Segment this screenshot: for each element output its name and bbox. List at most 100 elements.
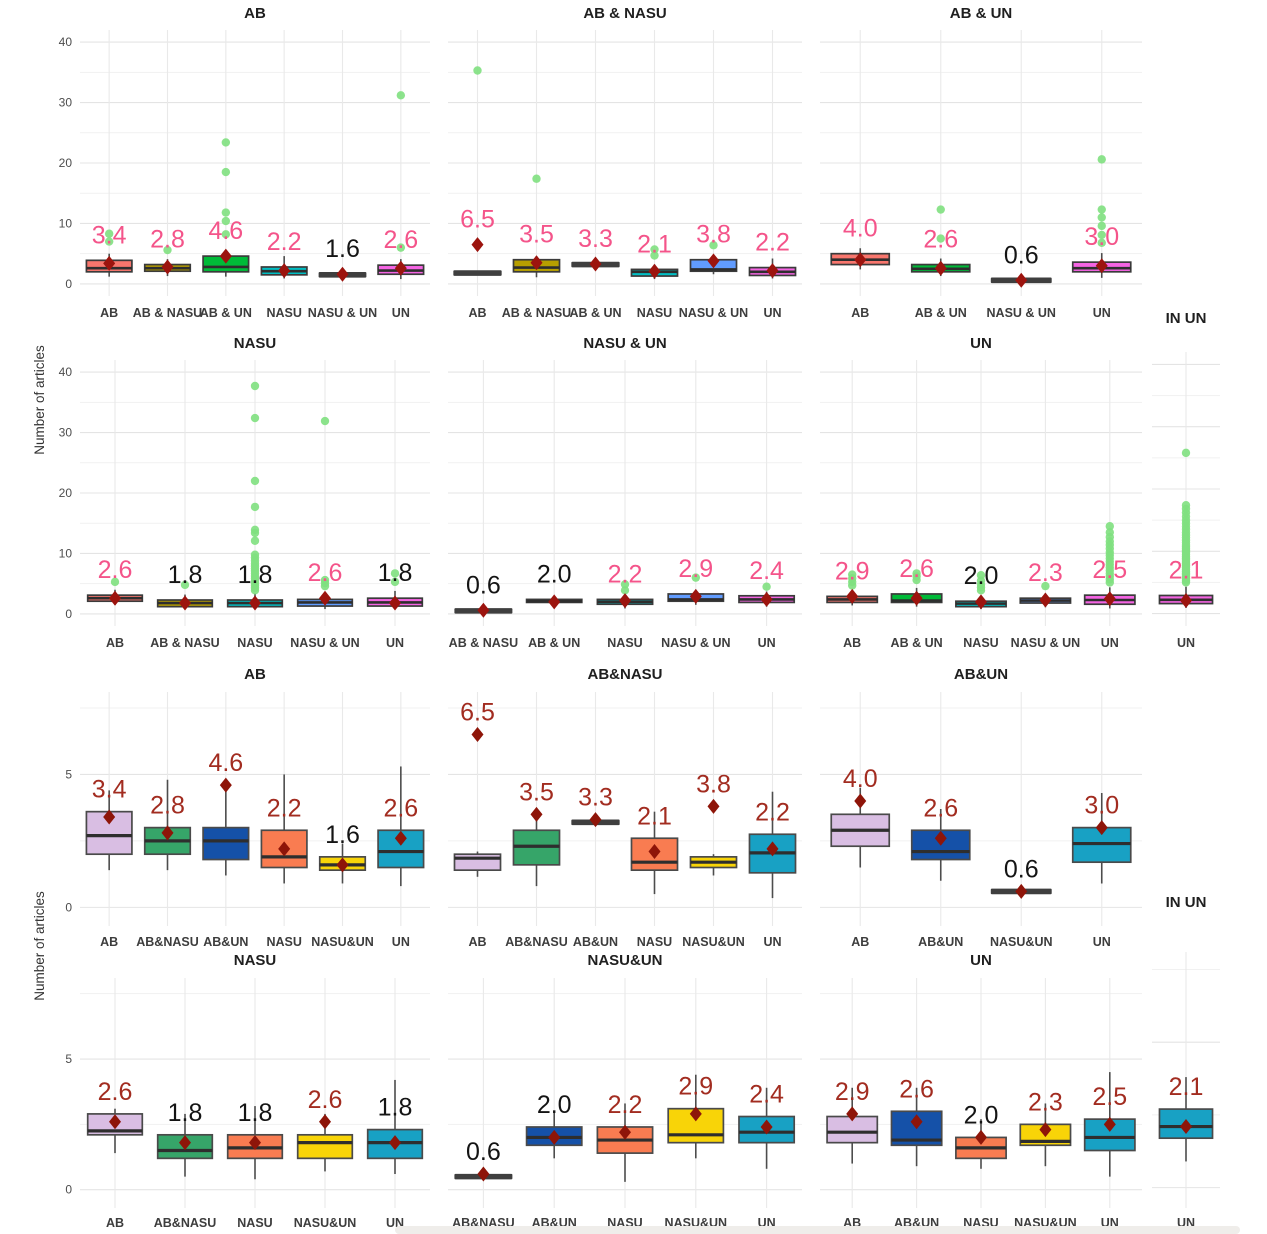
mean-value-label: 2.0 — [964, 562, 999, 590]
boxplot-nasu: 2.2 NASU — [260, 774, 308, 949]
mean-value-label: 2.6 — [98, 1078, 133, 1106]
x-category-label: AB&UN — [203, 935, 248, 949]
boxplot-ab-un: 2.6 AB & UN — [891, 555, 943, 650]
facet-title: IN UN — [1166, 894, 1207, 911]
outlier-dot — [390, 569, 400, 578]
outlier-dot — [936, 205, 945, 214]
x-category-label: NASU & UN — [1011, 636, 1080, 650]
mean-marker-diamond — [648, 263, 661, 279]
boxplot-un: 2.2 UN — [748, 791, 797, 949]
outlier-dot — [620, 580, 630, 589]
outlier-dot — [1105, 522, 1115, 531]
boxplot-ab: 4.0 AB — [830, 215, 891, 320]
x-category-label: AB & UN — [200, 306, 252, 320]
x-category-label: NASU — [237, 636, 272, 650]
boxplot-nasu-un: 0.6 NASU&UN — [990, 855, 1053, 949]
boxplot-nasu-un: 2.9 NASU & UN — [661, 555, 730, 650]
boxplot-ab: 6.5 AB — [453, 66, 502, 320]
outlier-dot — [1041, 581, 1050, 591]
boxplot-ab: 3.4 AB — [85, 221, 133, 320]
outlier-dot — [250, 413, 260, 423]
x-category-label: AB — [100, 935, 118, 949]
mean-value-label: 2.9 — [678, 1073, 713, 1101]
boxplot-ab: 2.6 AB — [86, 1078, 144, 1230]
x-category-label: UN — [386, 636, 404, 650]
outlier-dot — [396, 91, 406, 100]
y-tick-label: 0 — [65, 1183, 72, 1197]
outlier-dot — [1097, 213, 1106, 222]
boxplot-nasu: 1.8 NASU — [226, 1099, 284, 1230]
y-tick-label: 20 — [59, 486, 73, 500]
outlier-dot — [180, 580, 190, 590]
boxplot-nasu: 2.2 NASU — [260, 228, 308, 320]
facet-ab: 0 5 AB 3.4 AB 2.8 AB&NASU 4.6 AB&UN 2.2 NASU 1.6 NAS… — [65, 666, 430, 949]
mean-value-label: 3.3 — [578, 784, 613, 812]
mean-value-label: 2.6 — [98, 556, 133, 584]
box-rect — [296, 1133, 354, 1160]
mean-value-label: 2.1 — [637, 230, 672, 258]
boxplot-ab: 3.4 AB — [85, 776, 133, 949]
boxplot-ab-nasu: 1.8 AB&NASU — [154, 1099, 217, 1230]
mean-value-label: 1.8 — [378, 559, 413, 587]
boxplot-ab-un: 2.6 AB&UN — [910, 794, 971, 949]
mean-marker-diamond — [934, 260, 947, 276]
x-category-label: AB & NASU — [449, 636, 518, 650]
outlier-dot — [221, 138, 231, 147]
figure-0: Number of articles 0 10 20 30 40 AB 3.4 AB 2.8 AB … — [32, 5, 1220, 650]
outlier-dot — [110, 577, 120, 587]
x-category-label: AB&NASU — [136, 935, 199, 949]
x-category-label: NASU — [266, 935, 301, 949]
x-category-label: UN — [392, 935, 410, 949]
mean-marker-diamond — [161, 259, 174, 275]
boxplot-un: 2.5 UN — [1083, 522, 1136, 650]
mean-value-label: 3.8 — [696, 221, 731, 249]
boxplot-nasu-un: 3.8 NASU & UN — [679, 221, 748, 320]
mean-marker-diamond — [1180, 592, 1192, 608]
mean-value-label: 2.2 — [267, 794, 302, 822]
mean-marker-diamond — [548, 1129, 561, 1145]
x-category-label: UN — [763, 935, 781, 949]
mean-value-label: 3.5 — [519, 778, 554, 806]
x-category-label: AB — [843, 636, 861, 650]
figure-1: Number of articles 05AB3.4AB2.8AB&NASU4.6… — [32, 666, 1220, 1230]
boxplot-un: 2.6 UN — [377, 91, 425, 320]
outlier-dot — [1097, 155, 1106, 164]
y-tick-label: 40 — [59, 365, 73, 379]
outlier-dot — [250, 550, 260, 559]
y-tick-label: 20 — [59, 156, 73, 170]
x-category-label: NASU & UN — [290, 636, 359, 650]
mean-value-label: 2.6 — [899, 555, 934, 583]
mean-marker-diamond — [278, 841, 291, 857]
mean-value-label: 1.8 — [168, 1099, 203, 1127]
boxplot-un: 1.8 UN — [366, 559, 424, 650]
x-category-label: NASU — [266, 306, 301, 320]
mean-marker-diamond — [975, 1129, 987, 1145]
x-category-label: NASU & UN — [987, 306, 1056, 320]
facet-title: UN — [970, 335, 992, 352]
x-category-label: AB & NASU — [133, 306, 202, 320]
x-category-label: NASU&UN — [311, 935, 374, 949]
outlier-dot — [848, 570, 857, 579]
outlier-dot — [104, 237, 114, 246]
outlier-dot — [1097, 205, 1106, 214]
outlier-dot — [396, 243, 406, 252]
mean-marker-diamond — [219, 248, 232, 264]
boxplot-ab: 2.6 AB — [86, 556, 144, 650]
boxplot-nasu-un: 0.6 NASU & UN — [987, 241, 1056, 320]
mean-value-label: 3.0 — [1084, 223, 1119, 251]
x-category-label: AB — [100, 306, 118, 320]
mean-value-label: 0.6 — [1004, 855, 1039, 883]
boxplot-un: 3.0 UN — [1071, 792, 1132, 949]
boxplot-nasu-un: 2.6 NASU & UN — [290, 416, 360, 650]
mean-value-label: 1.8 — [378, 1094, 413, 1122]
y-tick-label: 0 — [65, 900, 72, 914]
mean-value-label: 2.5 — [1092, 1083, 1127, 1111]
mean-value-label: 4.6 — [208, 749, 243, 777]
mean-value-label: 2.4 — [749, 1081, 784, 1109]
mean-marker-diamond — [179, 1135, 191, 1151]
mean-marker-diamond — [103, 809, 116, 825]
mean-value-label: 2.6 — [899, 1075, 934, 1103]
outlier-dot — [650, 245, 659, 254]
x-category-label: NASU — [607, 636, 642, 650]
